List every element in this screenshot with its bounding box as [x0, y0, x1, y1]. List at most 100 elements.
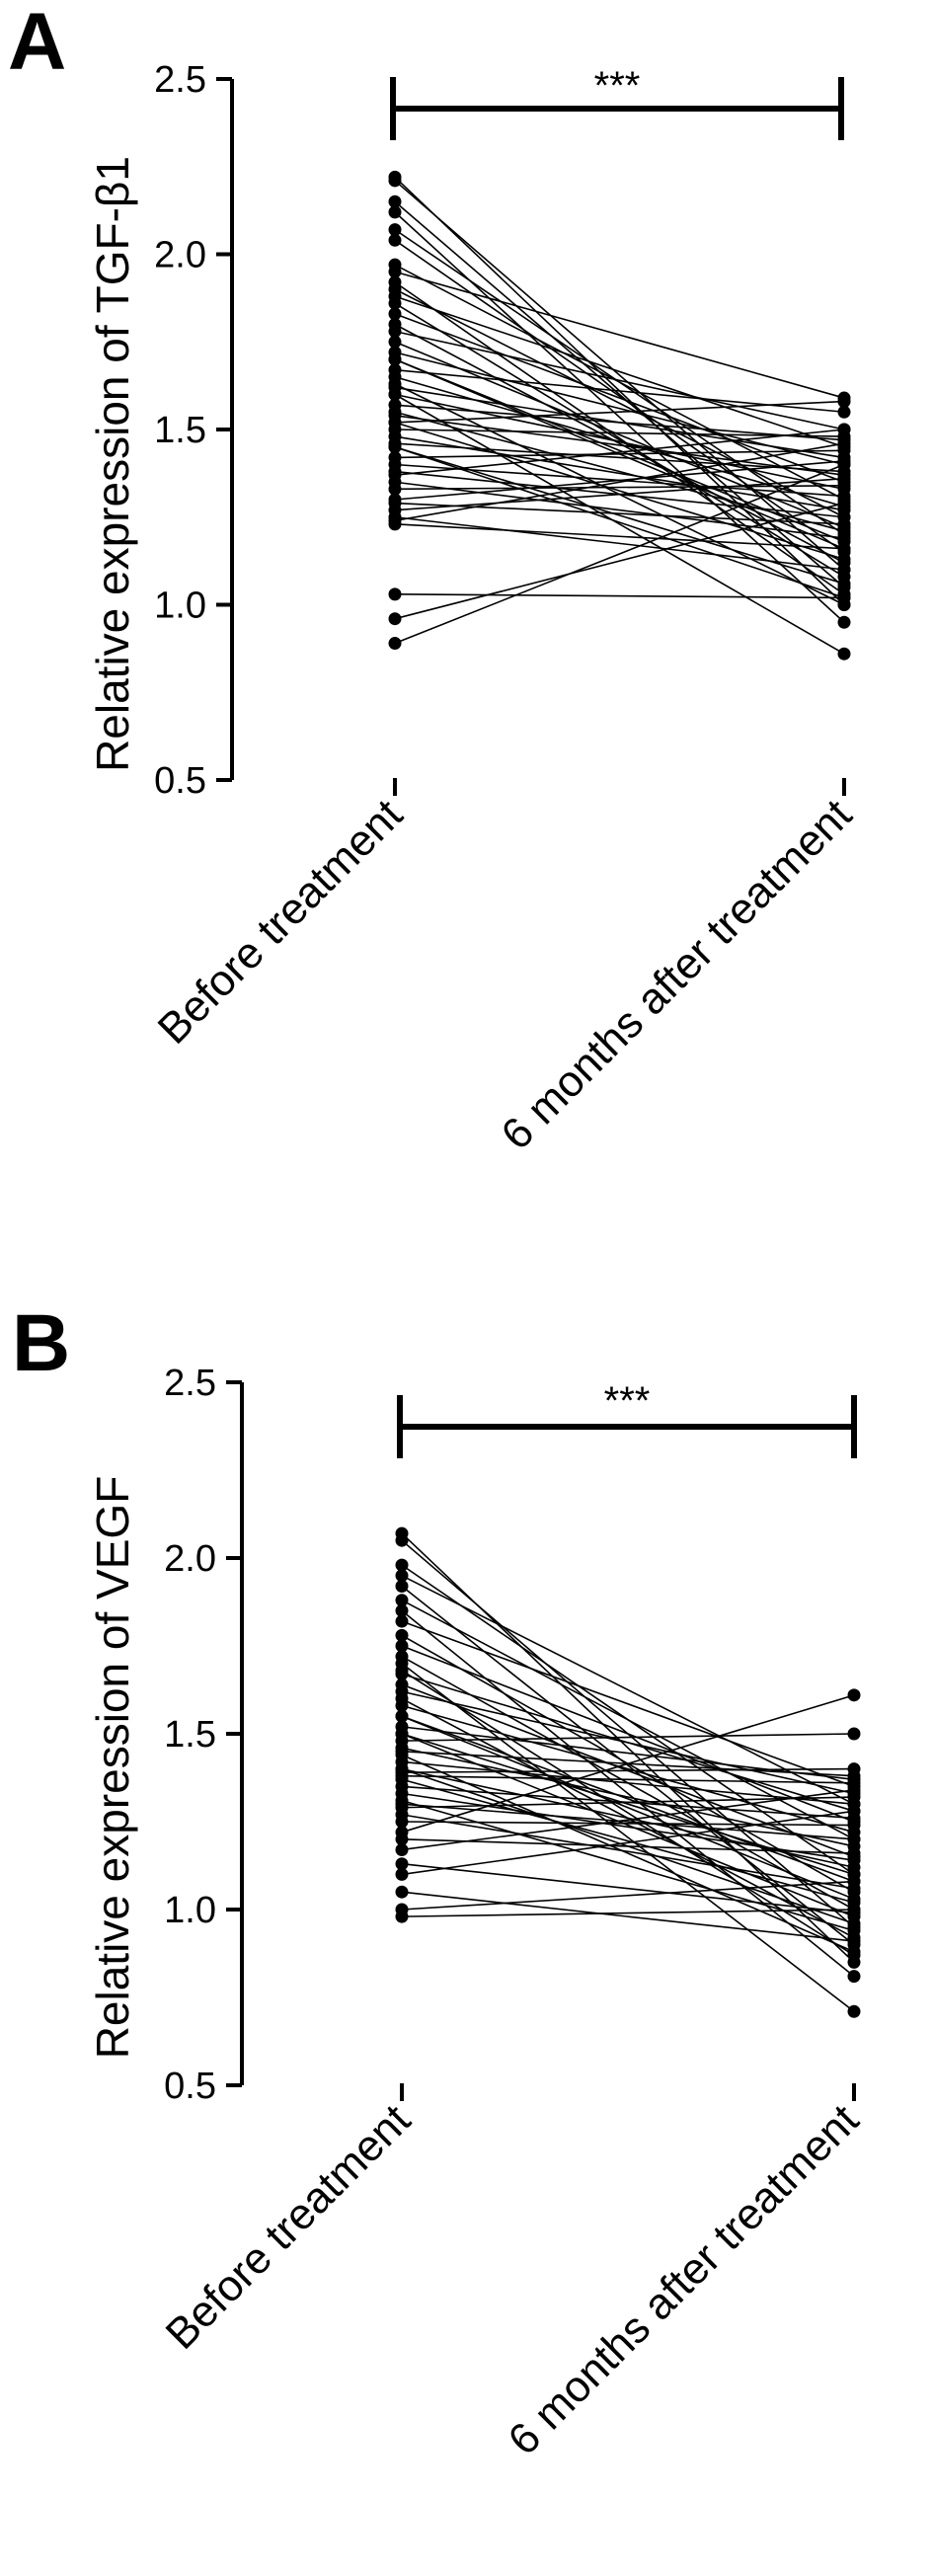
- point-after: [837, 395, 851, 409]
- point-before: [388, 335, 402, 349]
- point-after: [847, 1833, 861, 1846]
- pair-line: [401, 1620, 855, 1788]
- pair-line: [401, 1751, 855, 1777]
- point-after: [847, 1903, 861, 1916]
- pair-line: [394, 358, 845, 550]
- point-after: [837, 552, 851, 566]
- pair-line: [394, 368, 845, 414]
- pair-line: [394, 404, 845, 441]
- pair-line: [401, 1609, 855, 1978]
- pair-line: [401, 1585, 855, 1946]
- y-tick-label: 2.5: [154, 59, 206, 101]
- pair-line: [394, 302, 845, 578]
- pair-line: [394, 460, 845, 501]
- point-after: [847, 1819, 861, 1833]
- point-after: [847, 1867, 861, 1881]
- point-after: [837, 590, 851, 604]
- pair-line: [401, 1670, 855, 1956]
- y-tick-label: 0.5: [164, 2066, 216, 2107]
- pair-line: [401, 1774, 855, 1784]
- pair-line: [394, 502, 845, 525]
- pair-line: [401, 1760, 855, 1805]
- point-after: [847, 1688, 861, 1702]
- point-before: [395, 1797, 409, 1811]
- pair-line: [401, 1733, 855, 1742]
- point-after: [837, 405, 851, 419]
- point-before: [395, 1815, 409, 1829]
- point-before: [388, 587, 402, 601]
- point-before: [395, 1745, 409, 1758]
- point-before: [388, 325, 402, 339]
- point-after: [837, 436, 851, 450]
- pair-line: [394, 485, 845, 491]
- pair-line: [394, 415, 845, 476]
- pair-line: [394, 400, 845, 424]
- point-before: [388, 195, 402, 208]
- point-before: [395, 1842, 409, 1856]
- pair-line: [394, 281, 845, 595]
- point-before: [395, 1867, 409, 1881]
- point-after: [847, 1804, 861, 1818]
- point-before: [395, 1857, 409, 1871]
- pair-line: [394, 264, 845, 501]
- point-before: [395, 1664, 409, 1678]
- point-after: [847, 1948, 861, 1962]
- point-before: [388, 612, 402, 626]
- pair-line: [401, 1715, 855, 1883]
- y-tick-label: 0.5: [154, 760, 206, 802]
- data-points: [395, 1526, 861, 2018]
- x-category-label-before: Before treatment: [157, 2095, 420, 2358]
- point-before: [388, 482, 402, 496]
- pair-line: [394, 593, 845, 599]
- point-after: [837, 531, 851, 545]
- y-tick-label: 1.5: [164, 1714, 216, 1756]
- point-before: [395, 1558, 409, 1572]
- pair-line: [401, 1767, 855, 1773]
- point-before: [395, 1639, 409, 1653]
- point-before: [395, 1910, 409, 1923]
- pair-line: [394, 288, 845, 518]
- pair-line: [394, 463, 845, 645]
- point-after: [837, 458, 851, 471]
- pair-line: [401, 1754, 855, 1953]
- point-before: [395, 1885, 409, 1899]
- pair-line: [401, 1767, 855, 1924]
- x-category-label-after: 6 months after treatment: [499, 2095, 868, 2464]
- point-after: [837, 497, 851, 510]
- point-before: [395, 1628, 409, 1642]
- pair-line: [394, 442, 845, 522]
- pair-line: [394, 295, 845, 448]
- pair-line: [401, 1891, 855, 1942]
- pair-line: [401, 1778, 855, 1904]
- pair-line: [401, 1789, 855, 1851]
- pair-line: [401, 1796, 855, 1809]
- panel-label: B: [12, 1298, 70, 1388]
- point-before: [395, 1727, 409, 1741]
- point-after: [847, 1846, 861, 1860]
- y-tick-label: 1.0: [164, 1890, 216, 1931]
- pair-line: [401, 1880, 855, 1911]
- point-before: [388, 174, 402, 188]
- point-after: [837, 647, 851, 661]
- y-tick-label: 1.5: [154, 410, 206, 451]
- pair-line: [401, 1810, 855, 1876]
- point-before: [395, 1833, 409, 1846]
- point-before: [395, 1699, 409, 1713]
- point-before: [388, 205, 402, 219]
- panel-a: A Relative expression of TGF-β1 0.5 1.0 1.…: [8, 0, 861, 1159]
- pair-line: [401, 1645, 855, 1823]
- y-tick-label: 2.5: [164, 1363, 216, 1404]
- point-after: [837, 577, 851, 590]
- pair-line: [401, 1733, 855, 1876]
- pair-line: [401, 1663, 855, 2012]
- data-points: [388, 170, 851, 661]
- x-category-label-after: 6 months after treatment: [492, 790, 861, 1159]
- pair-line: [401, 1726, 855, 1781]
- point-before: [395, 1579, 409, 1593]
- point-before: [388, 307, 402, 321]
- pair-line: [401, 1690, 855, 1795]
- paired-lines: [401, 1532, 855, 2012]
- point-before: [395, 1762, 409, 1776]
- pair-line: [394, 477, 845, 511]
- point-after: [847, 1783, 861, 1797]
